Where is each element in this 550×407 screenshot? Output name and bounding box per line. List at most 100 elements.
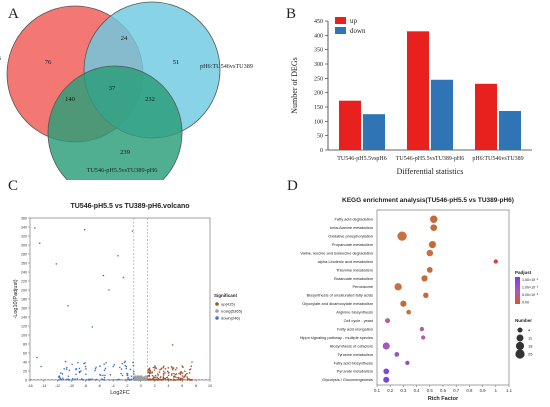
y-tick-label: 100 <box>21 333 27 337</box>
point-down <box>105 362 107 364</box>
point-up <box>160 367 163 370</box>
point-down <box>61 373 64 375</box>
point-up <box>164 367 167 370</box>
point-nosig <box>144 379 147 381</box>
pathway-label: Oxidative phosphorylation <box>328 234 373 239</box>
point-down <box>121 362 124 365</box>
point-down <box>85 379 88 381</box>
point-up <box>166 370 169 373</box>
point-down <box>103 376 106 379</box>
point-down <box>65 378 68 381</box>
point-up <box>186 376 188 378</box>
y-tick-label: 160 <box>21 306 27 310</box>
x-tick-label: -14 <box>41 384 46 388</box>
point-down <box>117 378 120 381</box>
point-up <box>174 368 177 371</box>
point-down <box>68 378 71 381</box>
point-up <box>166 376 168 379</box>
x-tick-label: 0.9 <box>480 388 487 393</box>
point-up <box>178 372 180 375</box>
point-nosig <box>142 377 145 380</box>
point-down <box>120 368 123 370</box>
pathway-label: Hippo signaling pathway - multiple speci… <box>300 335 373 340</box>
size-legend-label: 18 <box>528 344 533 349</box>
point-down <box>99 365 101 367</box>
point-nosig <box>141 379 144 381</box>
point-outlier <box>36 356 38 359</box>
pathway-bubble <box>394 283 402 291</box>
venn-set-label: TU546-pH5.5vsTU389-pH6 <box>87 167 158 174</box>
point-up <box>153 379 155 381</box>
x-tick-label: TU546-pH5.5vsTU389-pH6 <box>396 156 465 162</box>
panel-letter-d: D <box>287 178 298 194</box>
pathway-label: Fatty acid biosynthesis <box>334 360 373 365</box>
pathway-bubble <box>385 318 391 324</box>
pathway-bubble <box>383 368 390 375</box>
size-legend-label: 4 <box>528 328 531 333</box>
point-down <box>67 378 69 380</box>
panel-letter-a: A <box>8 6 19 22</box>
pathway-label: Glycolysis / Gluconeogenesis <box>322 377 373 382</box>
point-down <box>113 363 116 366</box>
pathway-bubble <box>383 376 390 383</box>
point-outlier <box>67 304 69 307</box>
point-outlier <box>40 365 42 368</box>
point-up <box>148 367 151 370</box>
color-legend-tick: 1.00×10⁻² <box>522 286 539 290</box>
point-down <box>68 369 71 372</box>
point-down <box>85 373 87 376</box>
point-down <box>71 377 74 380</box>
point-down <box>84 365 87 368</box>
point-up <box>184 375 187 377</box>
venn-count-b_only: 51 <box>173 59 180 66</box>
point-up <box>172 376 175 378</box>
padjust-color-bar <box>515 277 520 304</box>
pathway-label: Propanoate metabolism <box>332 242 373 247</box>
x-tick-label: 0.7 <box>453 388 460 393</box>
point-up <box>186 372 188 375</box>
point-down <box>67 375 70 378</box>
color-legend-title: Padjust <box>515 270 532 275</box>
point-down <box>103 369 106 372</box>
point-up <box>148 368 151 371</box>
venn-set-label: TU546-pH5.5vspH6 <box>0 55 1 62</box>
size-legend-dot <box>515 341 525 351</box>
x-axis-title: Differential statistics <box>397 167 464 176</box>
point-down <box>71 379 74 381</box>
color-legend-tick: 5.00×10⁻³ <box>522 293 539 297</box>
y-tick-label: 300 <box>21 243 27 247</box>
point-down <box>94 369 96 372</box>
y-tick-label: 360 <box>21 216 27 220</box>
pathway-label: Glyoxylate and dicarboxylate metabolism <box>302 301 373 306</box>
point-up <box>158 371 161 373</box>
point-up <box>159 368 161 371</box>
y-tick-label: 400 <box>314 33 323 39</box>
point-up <box>167 374 170 377</box>
point-up <box>154 374 157 377</box>
y-tick-label: 350 <box>314 48 323 54</box>
point-down <box>121 374 124 377</box>
y-tick-label: 50 <box>317 134 323 140</box>
pathway-bubble <box>430 224 438 232</box>
point-down <box>116 379 118 381</box>
x-tick-label: 0.5 <box>427 388 434 393</box>
color-legend-tick: 0.00 <box>522 301 529 305</box>
point-up <box>177 376 180 379</box>
point-up <box>167 372 170 374</box>
point-down <box>103 379 105 381</box>
x-axis-title: Rich Factor <box>428 396 459 402</box>
y-tick-label: 180 <box>21 297 27 301</box>
point-down <box>102 374 104 377</box>
venn-count-ab: 24 <box>121 35 128 42</box>
venn-count-ac: 140 <box>65 96 75 103</box>
point-outlier <box>108 289 110 291</box>
legend-swatch-up <box>335 17 346 24</box>
point-down <box>99 374 102 377</box>
x-tick-label: 2 <box>154 384 156 388</box>
pathway-label: Valine, leucine and isoleucine degradati… <box>300 250 373 255</box>
venn-circle-3 <box>47 65 183 180</box>
pathway-label: Thiamine metabolism <box>336 267 373 272</box>
point-outlier <box>171 344 174 346</box>
point-up <box>189 368 191 371</box>
point-up <box>179 373 182 376</box>
